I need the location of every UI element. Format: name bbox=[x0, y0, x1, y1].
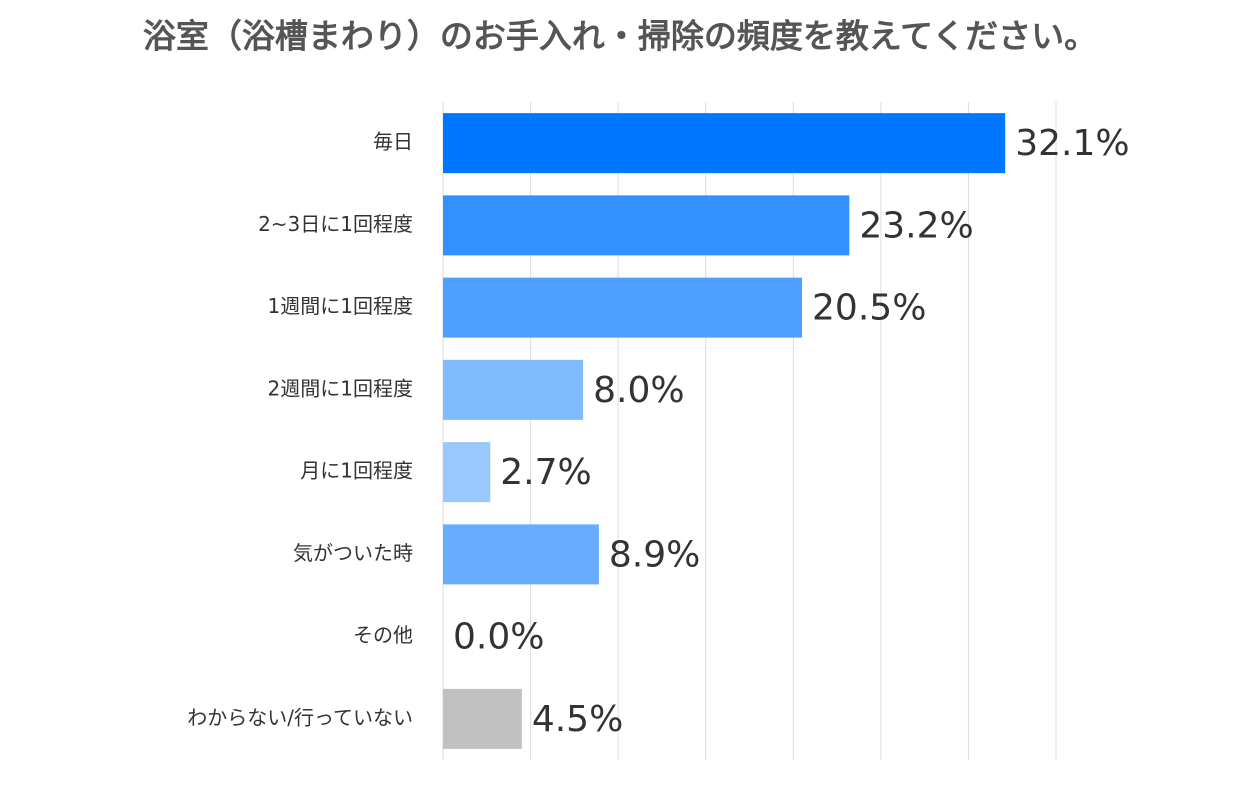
bar bbox=[443, 113, 1006, 174]
category-label: 月に1回程度 bbox=[300, 459, 413, 483]
value-label: 8.0% bbox=[593, 370, 684, 411]
bar bbox=[443, 524, 599, 585]
value-label: 2.7% bbox=[500, 452, 591, 493]
bar bbox=[443, 359, 584, 420]
value-label: 0.0% bbox=[453, 617, 544, 658]
value-label: 23.2% bbox=[859, 205, 973, 246]
category-label: 2週間に1回程度 bbox=[268, 376, 413, 400]
category-label: わからない/行っていない bbox=[187, 705, 413, 729]
bar bbox=[443, 195, 850, 256]
value-label: 20.5% bbox=[812, 288, 926, 329]
category-label: 1週間に1回程度 bbox=[268, 294, 413, 318]
value-label: 8.9% bbox=[609, 534, 700, 575]
bar bbox=[443, 277, 803, 338]
value-label: 4.5% bbox=[532, 699, 623, 740]
category-label: 気がついた時 bbox=[293, 541, 413, 565]
chart-title: 浴室（浴槽まわり）のお手入れ・掃除の頻度を教えてください。 bbox=[143, 17, 1097, 56]
bar bbox=[443, 442, 491, 503]
category-label: その他 bbox=[353, 623, 413, 647]
value-label: 32.1% bbox=[1015, 123, 1129, 164]
category-label: 毎日 bbox=[373, 130, 413, 154]
category-label: 2~3日に1回程度 bbox=[258, 212, 413, 236]
bar bbox=[443, 688, 522, 749]
